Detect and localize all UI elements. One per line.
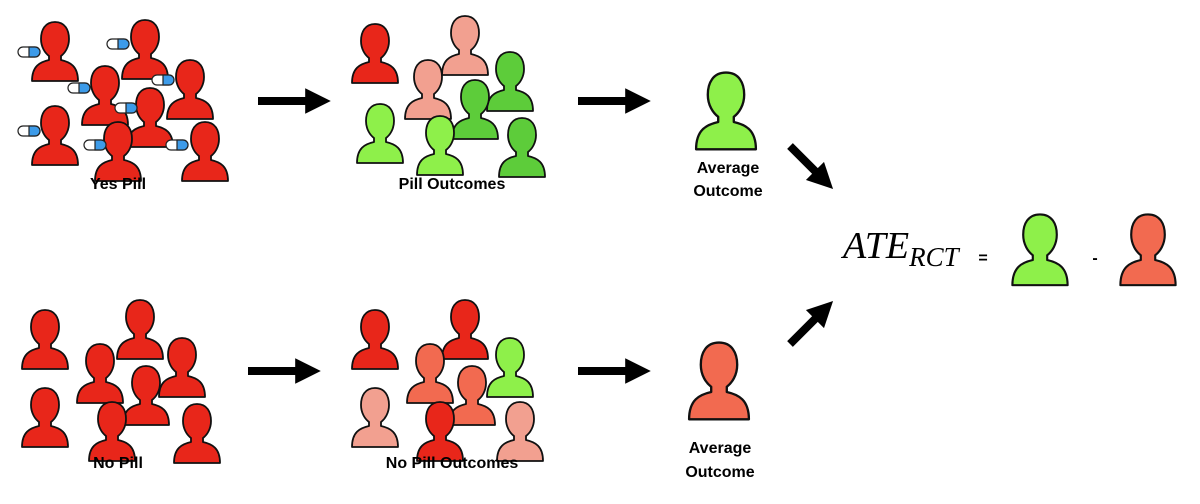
person-icon <box>166 59 214 120</box>
person-icon <box>31 105 79 166</box>
icons <box>17 15 1177 464</box>
label: Pill Outcomes <box>399 176 506 193</box>
pill-icon <box>106 38 130 50</box>
person-icon <box>496 401 544 462</box>
arrow <box>787 300 834 347</box>
pill-icon <box>17 46 41 58</box>
person-icon <box>694 71 758 151</box>
pill-icon <box>67 82 91 94</box>
person-icon <box>173 403 221 464</box>
person-icon <box>1119 213 1177 287</box>
person-icon <box>486 337 534 398</box>
ate: ATE <box>840 225 909 267</box>
person-icon <box>158 337 206 398</box>
person-icon <box>351 309 399 370</box>
arrow <box>787 143 834 190</box>
equals: = <box>978 250 987 267</box>
label: No Pill <box>93 455 143 472</box>
label: Average <box>697 160 760 177</box>
pill-icon <box>17 125 41 137</box>
pill-icon <box>114 102 138 114</box>
person-icon <box>351 23 399 84</box>
person-icon <box>1011 213 1069 287</box>
person-icon <box>21 309 69 370</box>
label: Outcome <box>693 183 762 200</box>
pill-icon <box>165 139 189 151</box>
pill-icon <box>83 139 107 151</box>
label: No Pill Outcomes <box>386 455 519 472</box>
subscript: RCT <box>908 242 961 272</box>
label: Average <box>689 440 752 457</box>
person-icon <box>116 299 164 360</box>
person-icon <box>687 341 751 421</box>
minus: - <box>1092 250 1097 267</box>
label: Yes Pill <box>90 176 146 193</box>
person-icon <box>76 343 124 404</box>
person-icon <box>126 87 174 148</box>
person-icon <box>351 387 399 448</box>
person-icon <box>498 117 546 178</box>
arrows <box>248 88 834 384</box>
person-icon <box>356 103 404 164</box>
person-icon <box>181 121 229 182</box>
label: Outcome <box>685 464 754 481</box>
person-icon <box>486 51 534 112</box>
person-icon <box>441 299 489 360</box>
person-icon <box>21 387 69 448</box>
pill-icon <box>151 74 175 86</box>
person-icon <box>441 15 489 76</box>
formula: ATERCT <box>840 225 961 272</box>
person-icon <box>121 19 169 80</box>
person-icon <box>81 65 129 126</box>
